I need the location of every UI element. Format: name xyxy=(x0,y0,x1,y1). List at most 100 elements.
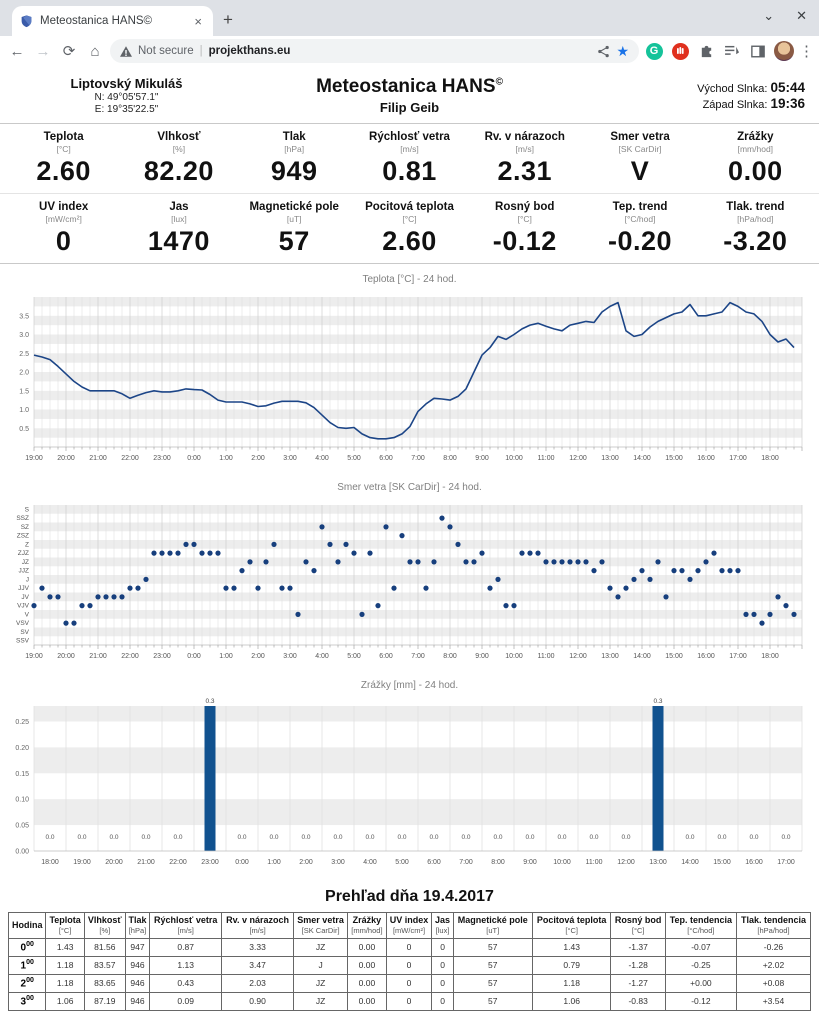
media-queue-icon[interactable] xyxy=(721,40,743,62)
metric-value: V xyxy=(630,156,650,186)
svg-text:1:00: 1:00 xyxy=(219,455,233,462)
svg-text:10:00: 10:00 xyxy=(505,653,523,660)
column-header: Tlak [hPa] xyxy=(124,912,151,939)
value-cell: JZ xyxy=(292,937,349,957)
svg-text:17:00: 17:00 xyxy=(777,859,795,866)
svg-text:7:00: 7:00 xyxy=(459,859,473,866)
value-cell: 0 xyxy=(431,937,454,957)
back-button[interactable]: ← xyxy=(9,42,25,60)
value-cell: -1.37 xyxy=(610,937,666,957)
svg-text:19:00: 19:00 xyxy=(25,653,43,660)
site-header: Liptovský Mikuláš N: 49°05'57.1" E: 19°3… xyxy=(0,66,819,123)
value-cell: 0.00 xyxy=(347,973,387,993)
new-tab-button[interactable]: + xyxy=(223,10,233,29)
value-cell: 1.43 xyxy=(531,937,612,957)
menu-kebab-icon[interactable]: ⋮ xyxy=(799,43,814,60)
column-header: Rýchlosť vetra [m/s] xyxy=(149,912,223,939)
metric-label: Smer vetra xyxy=(610,131,670,143)
temperature-chart-section: Teplota [°C] - 24 hod. 0.5 1.0 1.5 2.0 2.5 3.… xyxy=(0,264,819,472)
window-chevron-icon[interactable]: ⌄ xyxy=(763,8,775,23)
day-overview-title: Prehľad dňa 19.4.2017 xyxy=(325,888,494,905)
svg-text:0.0: 0.0 xyxy=(685,834,694,841)
value-cell: JZ xyxy=(292,991,349,1011)
value-cell: -0.12 xyxy=(664,991,737,1011)
metric-value: 82.20 xyxy=(143,156,214,186)
svg-text:1:00: 1:00 xyxy=(267,859,281,866)
svg-text:SV: SV xyxy=(20,629,29,636)
metric-unit: [m/s] xyxy=(400,144,419,154)
value-cell: 946 xyxy=(124,973,151,993)
metric-unit: [hPa/hod] xyxy=(737,214,774,224)
column-header: UV index [mW/cm²] xyxy=(385,912,433,939)
svg-text:0.0: 0.0 xyxy=(141,834,150,841)
column-header: Pocitová teplota [°C] xyxy=(531,912,612,939)
metric-unit: [%] xyxy=(172,144,186,154)
metric-label: Tep. trend xyxy=(612,201,668,213)
svg-text:VSV: VSV xyxy=(16,620,30,627)
svg-text:SSZ: SSZ xyxy=(16,515,29,522)
svg-text:13:00: 13:00 xyxy=(601,653,619,660)
svg-text:1:00: 1:00 xyxy=(219,653,233,660)
reload-button[interactable]: ⟳ xyxy=(62,43,76,60)
svg-text:9:00: 9:00 xyxy=(475,653,489,660)
column-unit: [m/s] xyxy=(249,926,266,936)
svg-text:J: J xyxy=(26,576,29,583)
avatar[interactable] xyxy=(773,40,795,62)
metrics-row-1: Teplota [°C] 2.60 Vlhkosť [%] 82.20 Tlak… xyxy=(0,124,819,193)
extensions-puzzle-icon[interactable] xyxy=(695,40,717,62)
tab-close-icon[interactable]: × xyxy=(194,13,202,29)
svg-text:7:00: 7:00 xyxy=(411,653,425,660)
svg-text:21:00: 21:00 xyxy=(137,859,155,866)
column-unit: [°C/hod] xyxy=(687,926,715,936)
svg-text:1.0: 1.0 xyxy=(19,407,29,414)
svg-text:9:00: 9:00 xyxy=(475,455,489,462)
value-cell: 0.79 xyxy=(531,955,612,975)
browser-tab[interactable]: Meteostanica HANS© × xyxy=(12,6,213,36)
forward-button[interactable]: → xyxy=(35,42,51,60)
column-header: Tlak. tendencia [hPa/hod] xyxy=(735,912,812,939)
value-cell: -0.25 xyxy=(664,955,737,975)
svg-text:4:00: 4:00 xyxy=(315,653,329,660)
svg-text:0.5: 0.5 xyxy=(19,426,29,433)
svg-text:19:00: 19:00 xyxy=(25,455,43,462)
bookmark-star-icon[interactable]: ★ xyxy=(616,42,629,59)
address-bar[interactable]: Not secure | projekthans.eu ★ xyxy=(110,39,639,63)
value-cell: 0.00 xyxy=(347,991,387,1011)
svg-text:0.0: 0.0 xyxy=(781,834,790,841)
share-icon[interactable] xyxy=(597,45,610,58)
svg-text:JZ: JZ xyxy=(22,559,29,566)
window-close-icon[interactable]: ✕ xyxy=(796,8,807,23)
column-unit: [m/s] xyxy=(177,926,194,936)
svg-text:21:00: 21:00 xyxy=(89,653,107,660)
metric-label: Vlhkosť xyxy=(157,131,201,143)
grammarly-extension-icon[interactable]: G xyxy=(643,40,665,62)
metric-teplota: Teplota [°C] 2.60 xyxy=(6,131,121,187)
metric-unit: [°C/hod] xyxy=(624,214,656,224)
metric-zr-ky: Zrážky [mm/hod] 0.00 xyxy=(698,131,813,187)
svg-text:0.0: 0.0 xyxy=(493,834,502,841)
adblock-extension-icon[interactable] xyxy=(669,40,691,62)
svg-text:4:00: 4:00 xyxy=(363,859,377,866)
svg-text:13:00: 13:00 xyxy=(601,455,619,462)
svg-text:14:00: 14:00 xyxy=(681,859,699,866)
svg-text:14:00: 14:00 xyxy=(633,653,651,660)
svg-text:0.0: 0.0 xyxy=(45,834,54,841)
svg-text:0.0: 0.0 xyxy=(461,834,470,841)
svg-text:V: V xyxy=(25,611,30,618)
sidebar-toggle-icon[interactable] xyxy=(747,40,769,62)
svg-text:5:00: 5:00 xyxy=(395,859,409,866)
temperature-chart-title: Teplota [°C] - 24 hod. xyxy=(362,274,457,285)
home-button[interactable]: ⌂ xyxy=(90,42,100,60)
svg-text:0.15: 0.15 xyxy=(15,771,29,778)
value-cell: +3.54 xyxy=(735,991,812,1011)
metric-value: -0.20 xyxy=(608,226,673,256)
author-name: Filip Geib xyxy=(379,100,440,115)
svg-text:20:00: 20:00 xyxy=(57,455,75,462)
sunrise-time: 05:44 xyxy=(770,80,805,95)
column-unit: [uT] xyxy=(486,926,500,936)
column-unit: [mW/cm²] xyxy=(392,926,426,936)
svg-text:22:00: 22:00 xyxy=(169,859,187,866)
metrics-row-2: UV index [mW/cm²] 0 Jas [lux] 1470 Magne… xyxy=(0,194,819,263)
metric-label: UV index xyxy=(39,201,89,213)
